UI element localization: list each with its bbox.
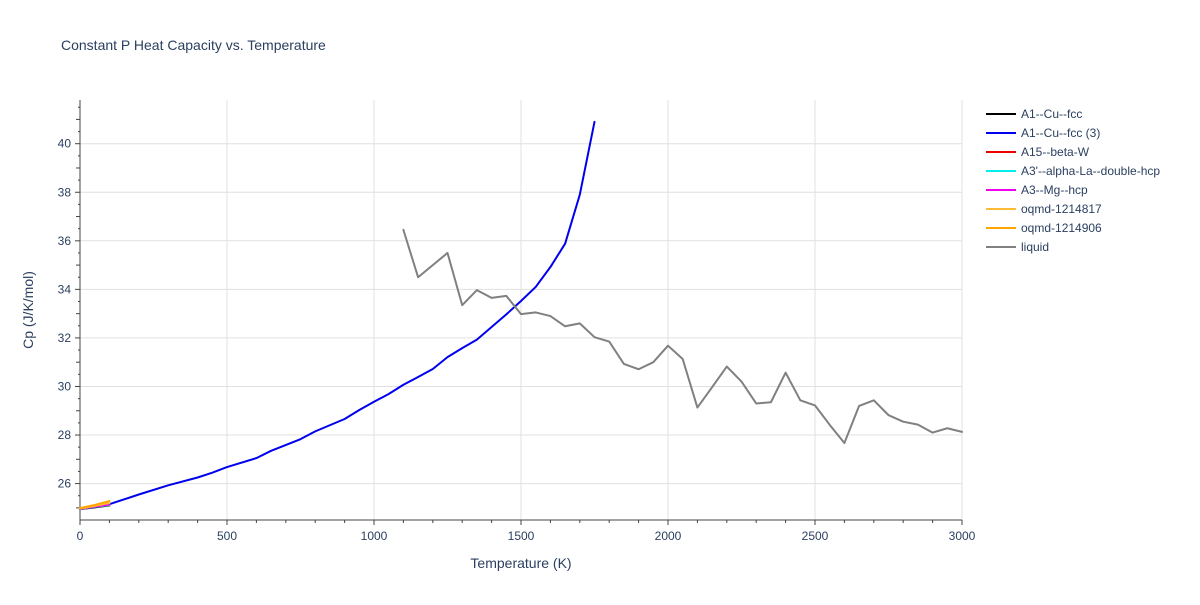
legend-item-5[interactable]: oqmd-1214817 — [986, 202, 1102, 216]
legend[interactable]: A1--Cu--fcc A1--Cu--fcc (3) A15--beta-W A3'… — [986, 107, 1160, 254]
legend-label: A1--Cu--fcc — [1021, 107, 1082, 121]
grid-layer — [80, 100, 963, 520]
series-line-6[interactable] — [79, 500, 111, 510]
series-line-1[interactable] — [79, 120, 596, 511]
legend-item-0[interactable]: A1--Cu--fcc — [986, 107, 1082, 121]
legend-item-3[interactable]: A3'--alpha-La--double-hcp — [986, 164, 1160, 178]
y-tick-label: 26 — [58, 477, 72, 491]
axis-layer: 0 500 1000 1500 2000 2500 3000 26 28 30 32 34 36 38 40 — [58, 100, 976, 543]
x-tick-label: 3000 — [949, 529, 976, 543]
y-axis-title: Cp (J/K/mol) — [20, 271, 36, 349]
legend-label: liquid — [1021, 240, 1049, 254]
legend-label: oqmd-1214817 — [1021, 202, 1102, 216]
series-layer — [79, 120, 963, 511]
y-tick-label: 38 — [58, 185, 72, 199]
legend-label: A1--Cu--fcc (3) — [1021, 126, 1100, 140]
series-line-7[interactable] — [402, 228, 963, 445]
y-tick-label: 36 — [58, 234, 72, 248]
legend-item-6[interactable]: oqmd-1214906 — [986, 221, 1102, 235]
x-tick-label: 500 — [217, 529, 237, 543]
legend-item-2[interactable]: A15--beta-W — [986, 145, 1090, 159]
x-tick-label: 0 — [77, 529, 84, 543]
x-tick-label: 2500 — [802, 529, 829, 543]
legend-label: A3--Mg--hcp — [1021, 183, 1088, 197]
y-tick-label: 30 — [58, 379, 72, 393]
y-tick-label: 28 — [58, 428, 72, 442]
legend-label: A15--beta-W — [1021, 145, 1090, 159]
y-tick-label: 34 — [58, 282, 72, 296]
legend-label: A3'--alpha-La--double-hcp — [1021, 164, 1160, 178]
chart-title: Constant P Heat Capacity vs. Temperature — [61, 37, 326, 53]
y-tick-label: 40 — [58, 137, 72, 151]
x-tick-label: 2000 — [655, 529, 682, 543]
legend-label: oqmd-1214906 — [1021, 221, 1102, 235]
legend-item-7[interactable]: liquid — [986, 240, 1049, 254]
legend-item-1[interactable]: A1--Cu--fcc (3) — [986, 126, 1100, 140]
y-tick-label: 32 — [58, 331, 72, 345]
x-tick-label: 1000 — [361, 529, 388, 543]
x-axis-title: Temperature (K) — [470, 555, 571, 571]
legend-item-4[interactable]: A3--Mg--hcp — [986, 183, 1088, 197]
x-tick-label: 1500 — [508, 529, 535, 543]
